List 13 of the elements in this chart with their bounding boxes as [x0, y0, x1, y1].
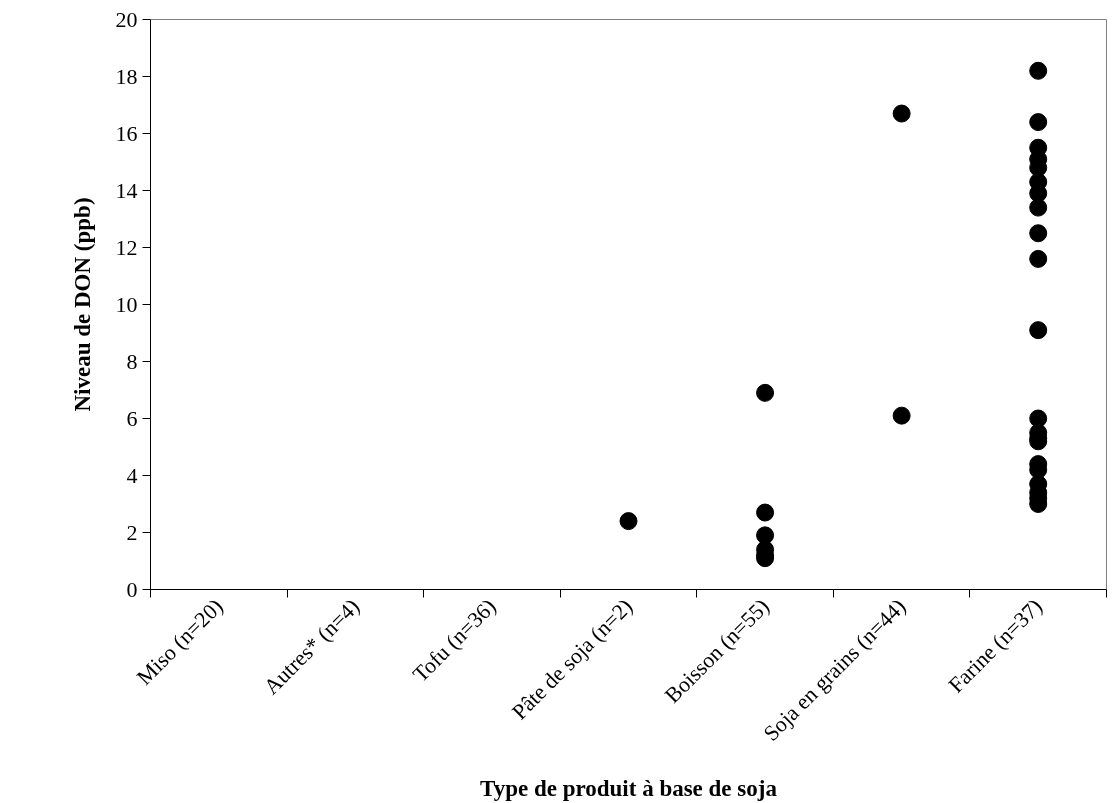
y-tick-label: 12 [115, 234, 138, 260]
y-tick-label: 14 [115, 177, 138, 203]
y-tick-label: 6 [126, 405, 138, 431]
y-tick-label: 8 [126, 348, 138, 374]
y-tick-label: 10 [115, 291, 138, 317]
y-tick-label: 2 [126, 519, 138, 545]
x-axis-title: Type de produit à base de soja [480, 775, 778, 801]
y-tick-label: 16 [115, 120, 138, 146]
y-tick-label: 4 [126, 462, 138, 488]
y-tick-label: 20 [115, 6, 138, 32]
y-axis-title: Niveau de DON (ppb) [69, 197, 95, 412]
y-tick-label: 0 [126, 576, 138, 602]
y-tick-label: 18 [115, 63, 138, 89]
